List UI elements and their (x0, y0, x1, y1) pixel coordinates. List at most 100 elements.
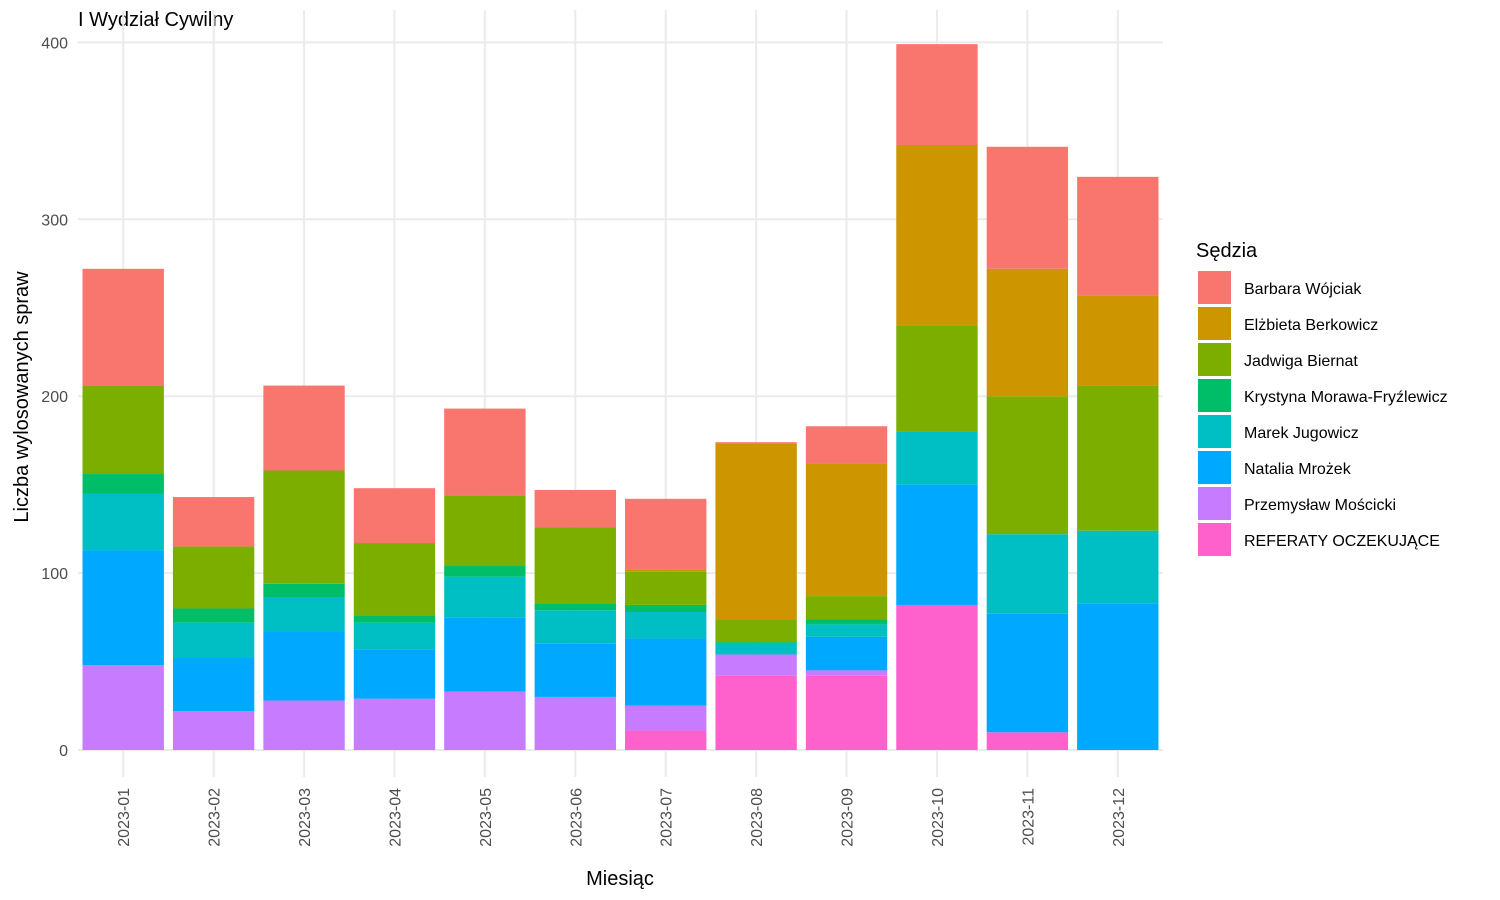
legend-label: Marek Jugowicz (1244, 425, 1359, 442)
bar-segment (172, 711, 255, 750)
x-tick-label: 2023-01 (116, 788, 133, 847)
x-tick-label: 2023-11 (1020, 788, 1037, 846)
bar-segment (986, 146, 1069, 269)
bar-segment (625, 571, 707, 605)
bars-layer (82, 44, 1159, 750)
legend-label: Krystyna Morawa-Fryźlewicz (1244, 389, 1448, 406)
legend-key (1198, 271, 1231, 304)
legend-label: REFERATY OCZEKUJĄCE (1244, 533, 1440, 550)
legend-title: Sędzia (1196, 240, 1258, 262)
bar-segment (534, 603, 616, 611)
x-tick-label: 2023-03 (297, 788, 314, 847)
bar-segment (896, 431, 978, 485)
bar-segment (172, 658, 255, 712)
legend-key (1198, 415, 1231, 448)
bar-segment (805, 426, 888, 464)
bar-segment (1077, 176, 1159, 296)
bar-segment (805, 619, 888, 625)
legend-key (1198, 379, 1231, 412)
x-tick-label: 2023-08 (749, 788, 766, 847)
bar-segment (353, 649, 436, 699)
y-axis: 0 100 200 300 400 (41, 35, 68, 760)
y-tick-label: 100 (41, 566, 68, 583)
y-tick-label: 400 (41, 35, 68, 52)
bar-segment (82, 474, 164, 494)
bar-segment (986, 613, 1069, 733)
bar-segment (805, 596, 888, 620)
bar-segment (534, 696, 616, 750)
legend-label: Natalia Mrożek (1244, 461, 1352, 478)
bar-segment (805, 670, 888, 676)
bar-segment (625, 612, 707, 639)
bar-segment (625, 604, 707, 613)
legend-label: Przemysław Mościcki (1244, 497, 1396, 514)
bar-segment (1077, 385, 1159, 531)
legend-key (1198, 451, 1231, 484)
bar-segment (263, 470, 345, 584)
bar-segment (1077, 530, 1159, 604)
bar-segment (625, 638, 707, 706)
bar-segment (353, 488, 436, 544)
x-tick-label: 2023-04 (387, 788, 404, 847)
x-tick-label: 2023-02 (207, 788, 224, 847)
bar-segment (263, 385, 345, 471)
bar-segment (896, 604, 978, 750)
bar-segment (82, 550, 164, 666)
y-axis-title: Liczba wylosowanych spraw (11, 271, 33, 523)
bar-segment (534, 527, 616, 604)
bar-segment (715, 619, 797, 643)
bar-segment (82, 385, 164, 475)
chart-title: I Wydział Cywilny (78, 9, 233, 31)
x-tick-label: 2023-06 (568, 788, 585, 847)
bar-segment (625, 705, 707, 731)
bar-segment (172, 497, 255, 547)
x-axis: 2023-01 2023-02 2023-03 2023-04 2023-05 2023-… (116, 788, 1128, 847)
bar-segment (444, 617, 526, 692)
legend-key (1198, 487, 1231, 520)
bar-segment (625, 569, 707, 572)
bar-segment (353, 543, 436, 616)
x-tick-label: 2023-09 (840, 788, 857, 847)
bar-segment (805, 463, 888, 597)
bar-segment (353, 615, 436, 623)
x-tick-label: 2023-07 (659, 788, 676, 847)
legend-key (1198, 523, 1231, 556)
legend-label: Barbara Wójciak (1244, 281, 1362, 298)
bar-segment (1077, 603, 1159, 750)
bar-segment (896, 325, 978, 432)
bar-segment (715, 675, 797, 750)
bar-segment (625, 498, 707, 570)
bar-segment (353, 698, 436, 750)
bar-segment (444, 408, 526, 496)
y-tick-label: 300 (41, 212, 68, 229)
bar-segment (986, 268, 1069, 397)
bar-segment (625, 730, 707, 750)
bar-segment (715, 443, 797, 620)
legend-key (1198, 343, 1231, 376)
bar-segment (263, 583, 345, 598)
x-axis-title: Miesiąc (586, 868, 654, 890)
bar-segment (986, 732, 1069, 750)
bar-segment (805, 636, 888, 671)
bar-segment (263, 700, 345, 750)
bar-segment (444, 691, 526, 750)
x-tick-label: 2023-10 (930, 788, 947, 847)
bar-segment (534, 643, 616, 697)
bar-segment (534, 489, 616, 528)
bar-segment (444, 566, 526, 577)
bar-segment (172, 608, 255, 623)
bar-segment (82, 665, 164, 750)
x-tick-label: 2023-05 (478, 788, 495, 847)
bar-segment (986, 396, 1069, 535)
bar-segment (896, 484, 978, 605)
legend-label: Elżbieta Berkowicz (1244, 317, 1378, 334)
y-tick-label: 200 (41, 389, 68, 406)
bar-segment (715, 654, 797, 676)
bar-segment (263, 597, 345, 632)
bar-segment (715, 442, 797, 444)
bar-segment (986, 534, 1069, 614)
bar-segment (896, 145, 978, 326)
bar-segment (263, 631, 345, 701)
bar-segment (805, 675, 888, 750)
